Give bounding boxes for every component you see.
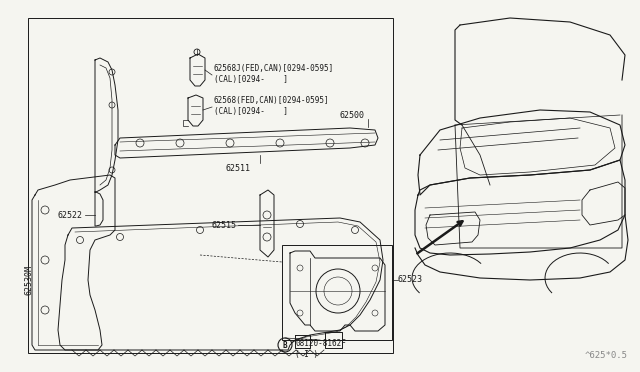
- Text: 62515: 62515: [211, 221, 236, 230]
- Text: (CAL)[0294-    ]: (CAL)[0294- ]: [214, 74, 288, 83]
- Bar: [28, 18, 393, 353]
- Text: 62523: 62523: [398, 276, 423, 285]
- Text: (CAL)[0294-    ]: (CAL)[0294- ]: [214, 106, 288, 115]
- Text: 62511: 62511: [225, 164, 250, 173]
- Text: ( I ): ( I ): [295, 350, 318, 359]
- Text: 62522: 62522: [57, 211, 82, 219]
- Text: ^625*0.5: ^625*0.5: [585, 351, 628, 360]
- Text: B: B: [283, 340, 287, 350]
- Bar: [282, 245, 392, 340]
- Text: 62568(FED,CAN)[0294-0595]: 62568(FED,CAN)[0294-0595]: [214, 96, 330, 105]
- Text: 62568J(FED,CAN)[0294-0595]: 62568J(FED,CAN)[0294-0595]: [214, 64, 334, 73]
- Text: 62530M: 62530M: [24, 265, 33, 295]
- Text: 62500: 62500: [340, 111, 365, 120]
- Text: 08120-8162F: 08120-8162F: [295, 339, 346, 347]
